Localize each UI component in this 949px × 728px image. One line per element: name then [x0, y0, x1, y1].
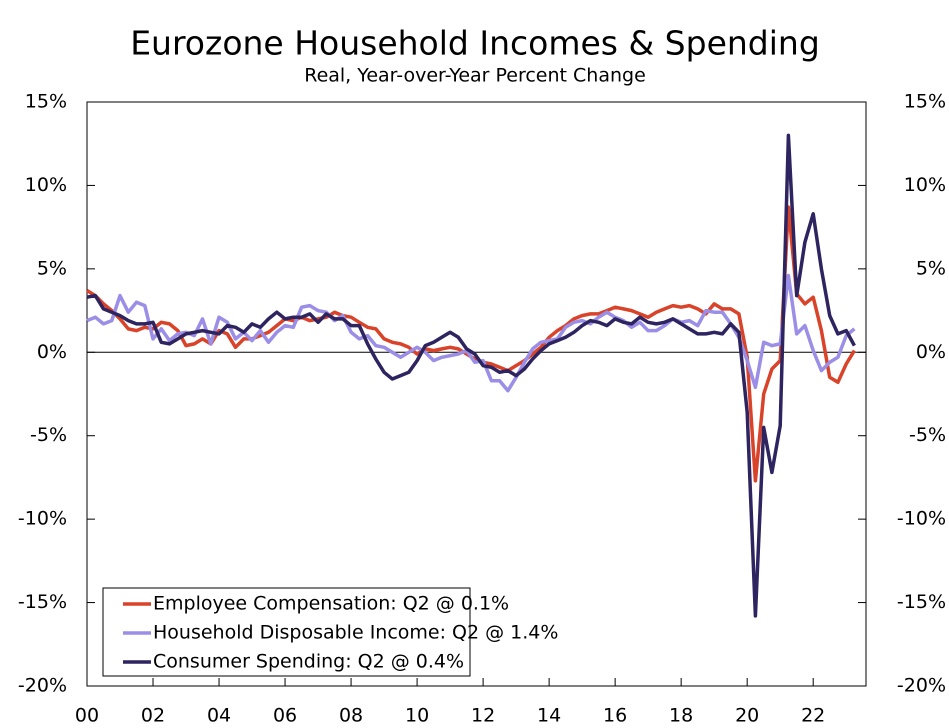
series-line [86, 273, 856, 393]
legend-box [102, 587, 471, 677]
x-tick-label: 14 [537, 705, 561, 727]
chart-title: Eurozone Household Incomes & Spending [130, 24, 820, 63]
legend-label: Household Disposable Income: Q2 @ 1.4% [153, 622, 558, 644]
x-tick-label: 20 [735, 705, 759, 727]
y2-tick-label: -20% [897, 675, 946, 697]
series-line [86, 133, 856, 618]
x-tick-label: 12 [471, 705, 495, 727]
y-tick-label: -10% [18, 508, 67, 530]
plot-frame [86, 101, 867, 687]
x-tick-label: 04 [207, 705, 231, 727]
y-tick-label: -15% [18, 591, 67, 613]
y-tick-label: 0% [37, 341, 67, 363]
y-tick-label: 5% [37, 257, 67, 279]
y2-tick-label: 5% [916, 257, 946, 279]
x-tick-label: 08 [339, 705, 363, 727]
x-tick-label: 18 [669, 705, 693, 727]
y2-tick-label: 0% [916, 341, 946, 363]
x-tick-label: 22 [801, 705, 825, 727]
x-tick-label: 16 [603, 705, 627, 727]
y2-tick-label: 15% [904, 91, 946, 113]
y2-tick-label: -10% [897, 508, 946, 530]
x-tick-label: 06 [273, 705, 297, 727]
y-tick-label: -20% [18, 675, 67, 697]
y2-tick-label: -5% [909, 424, 946, 446]
y-tick-label: -5% [30, 424, 67, 446]
x-tick-label: 00 [75, 705, 99, 727]
legend-label: Consumer Spending: Q2 @ 0.4% [153, 651, 464, 673]
legend-label: Employee Compensation: Q2 @ 0.1% [153, 593, 509, 615]
x-tick-label: 02 [141, 705, 165, 727]
y-tick-label: 15% [25, 91, 67, 113]
y2-tick-label: -15% [897, 591, 946, 613]
x-tick-label: 10 [405, 705, 429, 727]
chart-subtitle: Real, Year-over-Year Percent Change [304, 65, 646, 87]
y2-tick-label: 10% [904, 174, 946, 196]
y-tick-label: 10% [25, 174, 67, 196]
